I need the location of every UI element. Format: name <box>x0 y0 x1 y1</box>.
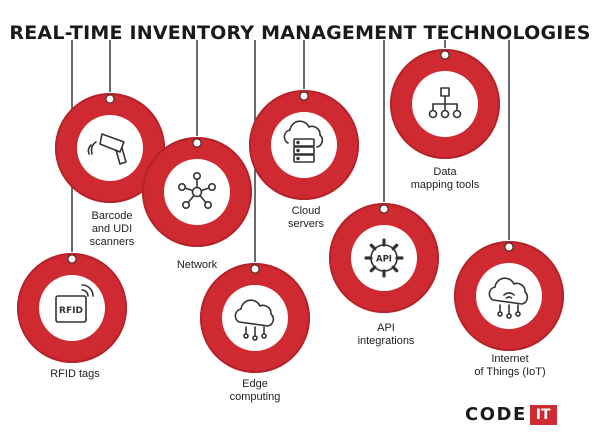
node-label-line: of Things (IoT) <box>474 366 546 378</box>
node-center-iot <box>476 263 542 329</box>
rfid-icon-text: RFID <box>59 306 83 316</box>
node-label-line: Barcode <box>91 210 133 222</box>
cloud-server-icon <box>283 120 324 163</box>
node-label-api: API integrations <box>326 322 446 348</box>
edge-cloud-icon <box>234 299 275 341</box>
node-label-line: Cloud <box>291 205 321 217</box>
node-center-cloud <box>271 112 337 178</box>
iot-cloud-icon <box>488 277 529 319</box>
node-connector-dot-network <box>192 138 202 148</box>
node-edge <box>200 263 310 373</box>
brand-logo: CODE IT <box>465 405 557 425</box>
node-ring-edge-data <box>390 49 500 159</box>
node-label-line: integrations <box>357 335 415 347</box>
node-label-line: Internet <box>491 353 529 365</box>
node-label-line: scanners <box>89 236 135 248</box>
network-icon <box>178 172 217 210</box>
node-ring-edge-edge <box>200 263 310 373</box>
node-ring-edge-network <box>142 137 252 247</box>
node-label-line: and UDI <box>91 223 133 235</box>
node-iot <box>454 241 564 351</box>
node-connector-dot-iot <box>504 242 514 252</box>
data-mapping-icon <box>428 87 462 119</box>
node-label-line: Data <box>433 166 457 178</box>
node-label-line: servers <box>287 218 325 230</box>
node-label-iot: Internet of Things (IoT) <box>450 353 570 379</box>
node-label-line: Network <box>176 259 218 271</box>
logo-text-code: CODE <box>465 404 527 425</box>
node-center-rfid <box>39 275 105 341</box>
node-label-cloud: Cloud servers <box>246 205 366 231</box>
rfid-tag-icon: RFID <box>55 284 94 323</box>
node-label-line: mapping tools <box>410 179 480 191</box>
node-network <box>142 137 252 247</box>
node-connector-dot-barcode <box>105 94 115 104</box>
node-ring-edge-api <box>329 203 439 313</box>
node-ring-edge-iot <box>454 241 564 351</box>
node-center-edge <box>222 285 288 351</box>
node-label-barcode: Barcode and UDI scanners <box>52 210 172 249</box>
node-label-edge: Edge computing <box>195 378 315 404</box>
node-label-line: RFID tags <box>50 368 100 380</box>
node-barcode <box>55 93 165 203</box>
barcode-scanner-icon <box>87 133 127 165</box>
node-label-line: computing <box>229 391 281 403</box>
node-connector-dot-edge <box>250 264 260 274</box>
node-connector-dot-rfid <box>67 254 77 264</box>
node-connector-dot-api <box>379 204 389 214</box>
page-title: REAL-TIME INVENTORY MANAGEMENT TECHNOLOG… <box>9 22 591 44</box>
node-label-line: Edge <box>242 378 268 390</box>
node-label-network: Network <box>137 259 257 272</box>
node-connector-dot-data <box>440 50 450 60</box>
node-data <box>390 49 500 159</box>
node-center-api <box>351 225 417 291</box>
api-icon-text: API <box>376 255 392 265</box>
node-cloud <box>249 90 359 200</box>
logo-text-it: IT <box>529 405 557 425</box>
node-ring-edge-cloud <box>249 90 359 200</box>
api-gear-icon: API <box>364 238 404 278</box>
node-label-line: API <box>377 322 395 334</box>
node-rfid: RFID <box>17 253 127 363</box>
node-api: API <box>329 203 439 313</box>
node-label-rfid: RFID tags <box>15 368 135 381</box>
node-label-data: Data mapping tools <box>385 166 505 192</box>
node-connector-dot-cloud <box>299 91 309 101</box>
node-ring-edge-rfid <box>17 253 127 363</box>
